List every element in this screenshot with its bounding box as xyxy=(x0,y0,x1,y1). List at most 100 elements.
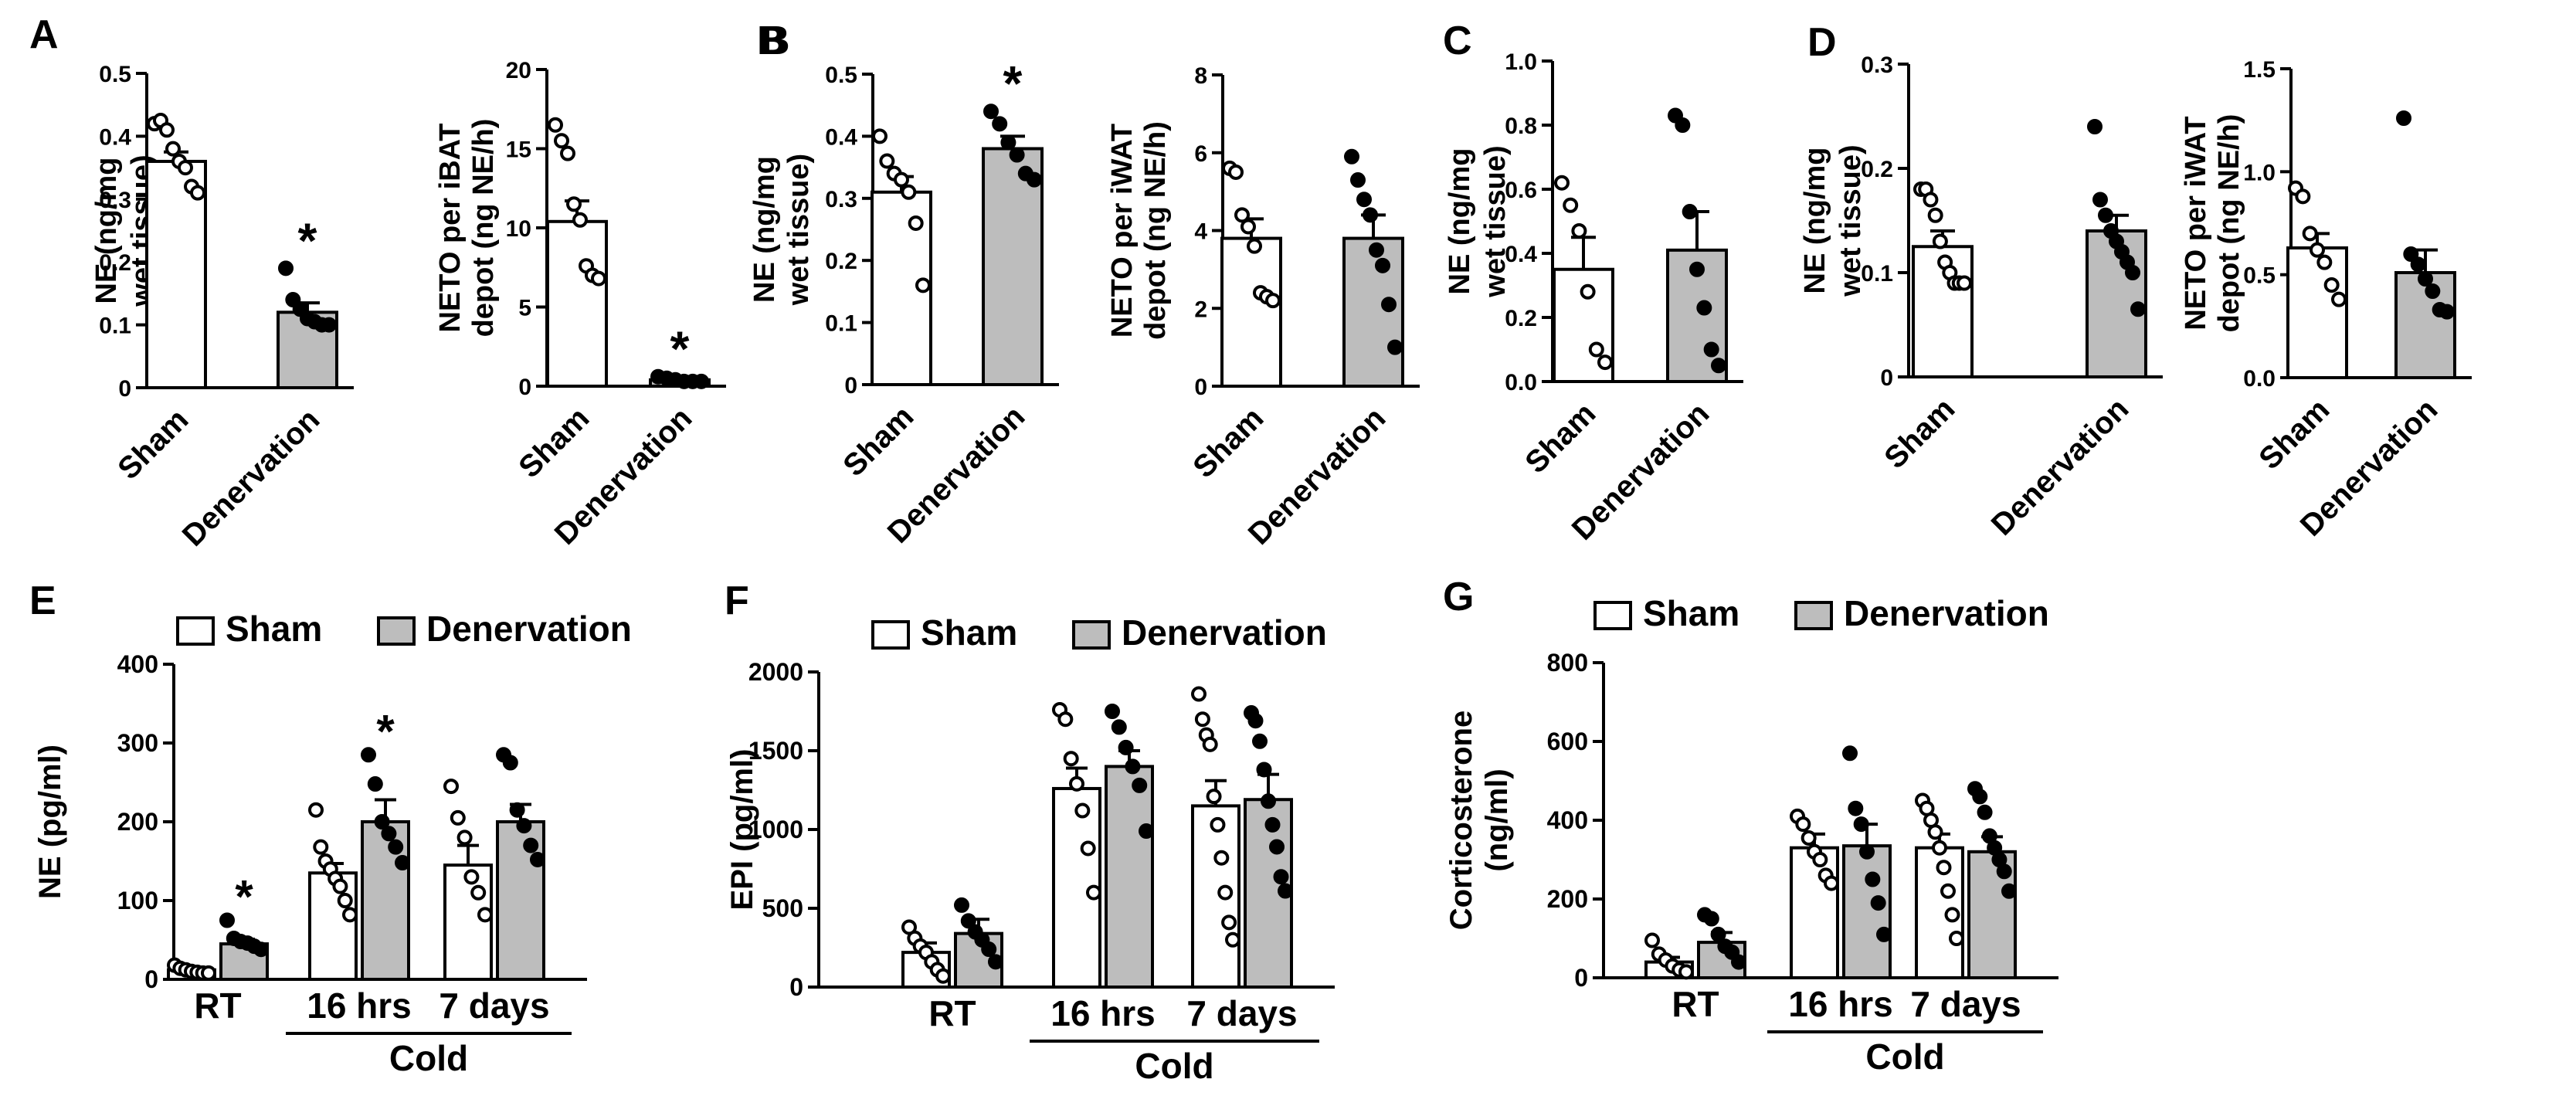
top6-bar-sham xyxy=(2286,246,2348,379)
top4-data-point xyxy=(1682,204,1698,220)
grp0-data-point xyxy=(388,839,404,855)
top6-y-tick-label: 1.5 xyxy=(2243,57,2276,83)
top1-data-point xyxy=(591,270,606,287)
top3-data-point xyxy=(1356,192,1372,208)
grp2-bar-sham xyxy=(1790,846,1839,979)
grp2-data-point xyxy=(1996,863,2012,880)
grp1-group-label: 7 days xyxy=(1186,993,1297,1033)
grp1-y-tick-label: 0 xyxy=(789,973,803,1001)
panel-letter-g: G xyxy=(1443,575,1474,619)
grp1-data-point xyxy=(1125,758,1141,775)
top1-y-tick-label: 20 xyxy=(506,58,531,83)
grp0-data-point xyxy=(219,912,235,928)
top1-data-point xyxy=(560,145,575,161)
grp1-data-point xyxy=(1118,739,1134,755)
grp0-legend-label: Denervation xyxy=(426,609,632,649)
grp1-cold-label: Cold xyxy=(1135,1046,1213,1086)
top5-data-point xyxy=(1932,233,1948,249)
top4-data-point xyxy=(1689,261,1705,277)
grp2-data-point xyxy=(1944,907,1960,923)
grp0-group-label: 7 days xyxy=(439,986,549,1026)
grp0-data-point xyxy=(443,779,459,795)
grp2-data-point xyxy=(1853,816,1869,833)
top4-data-point xyxy=(1696,300,1712,316)
top5-data-point xyxy=(2092,192,2108,208)
grp1-y-label: EPI (pg/ml) xyxy=(725,749,759,911)
top3-y-tick-label: 4 xyxy=(1194,219,1207,245)
grp0-data-point xyxy=(253,941,269,958)
grp0-data-point xyxy=(502,755,518,771)
top4-data-point xyxy=(1563,197,1579,213)
top6-data-point xyxy=(2418,271,2433,287)
top1-y-tick-label: 5 xyxy=(518,296,531,321)
grp1-data-point xyxy=(1206,789,1222,805)
top0-data-point xyxy=(165,141,181,157)
top2-y-label: NE (ng/mg xyxy=(748,156,781,303)
grp0-y-label: NE (pg/ml) xyxy=(33,745,67,899)
grp0-y-tick-label: 200 xyxy=(117,808,158,836)
top0-y-tick-label: 0.3 xyxy=(99,188,131,213)
top3-data-point xyxy=(1381,297,1397,313)
top3-data-point xyxy=(1375,257,1390,273)
top0-y-label: NE (ng/mg xyxy=(90,158,123,304)
top1-y-tick-label: 10 xyxy=(506,216,531,242)
grp2-data-point xyxy=(2001,883,2017,899)
top5-data-point xyxy=(2087,119,2103,134)
top2-data-point xyxy=(1027,171,1042,188)
grp0-data-point xyxy=(395,855,410,871)
grp1-data-point xyxy=(1213,850,1230,866)
grp1-data-point xyxy=(1252,733,1268,749)
grp1-data-point xyxy=(1069,775,1084,792)
grp0-data-point xyxy=(342,907,358,923)
top0-y-tick-label: 0.4 xyxy=(99,124,131,150)
top5-data-point xyxy=(1923,192,1939,208)
top4-y-tick-label: 0.2 xyxy=(1505,306,1537,331)
grp2-y-label: Corticosterone xyxy=(1444,711,1478,931)
grp2-data-point xyxy=(1870,895,1886,911)
top2-y-tick-label: 0.3 xyxy=(825,187,857,212)
top0-category-label: Denervation xyxy=(176,402,327,553)
top3-data-point xyxy=(1363,207,1378,223)
grp2-legend-swatch-denervation xyxy=(1794,601,1833,630)
top4-data-point xyxy=(1703,341,1719,358)
top2-y-tick-label: 0.5 xyxy=(825,63,857,88)
grp0-cold-label: Cold xyxy=(389,1038,468,1078)
grp1-legend-swatch-denervation xyxy=(1072,620,1111,650)
grp1-data-point xyxy=(1194,711,1210,728)
grp0-data-point xyxy=(509,802,525,818)
grp0-data-point xyxy=(367,776,383,792)
grp1-legend-swatch-sham xyxy=(871,620,910,650)
grp2-data-point xyxy=(1876,926,1892,942)
grp2-data-point xyxy=(1824,875,1839,891)
grp1-data-point xyxy=(954,897,969,913)
top5-category-label: Sham xyxy=(1878,392,1961,475)
grp2-group-label: 7 days xyxy=(1910,984,2021,1024)
grp1-legend-label: Sham xyxy=(921,612,1017,653)
top3-data-point xyxy=(1247,238,1262,254)
grp2-data-point xyxy=(1932,840,1947,856)
grp0-data-point xyxy=(381,826,397,842)
grp0-data-point xyxy=(530,851,545,867)
top3-bar-denervation xyxy=(1342,236,1404,388)
grp1-legend-label: Denervation xyxy=(1122,612,1327,653)
top1-data-point xyxy=(548,117,563,133)
panel-letter-f: F xyxy=(725,578,749,623)
grp2-group-label: 16 hrs xyxy=(1788,984,1893,1024)
top2-data-point xyxy=(992,116,1008,132)
top3-y-tick-label: 0 xyxy=(1194,375,1207,400)
top6-data-point xyxy=(2295,188,2311,205)
grp0-significance-star: * xyxy=(376,705,395,757)
grp0-data-point xyxy=(516,818,532,834)
top4-data-point xyxy=(1675,117,1691,133)
top5-data-point xyxy=(2130,301,2146,317)
grp2-data-point xyxy=(1848,800,1864,816)
grp1-data-point xyxy=(1074,802,1091,819)
top6-data-point xyxy=(2323,277,2340,293)
grp0-significance-star: * xyxy=(235,871,253,923)
top2-category-label: Sham xyxy=(837,399,920,483)
grp0-legend-swatch-denervation xyxy=(377,616,416,646)
top1-category-label: Sham xyxy=(512,401,596,484)
top4-y-label: wet tissue) xyxy=(1479,145,1512,297)
top2-data-point xyxy=(879,153,895,169)
top3-y-tick-label: 2 xyxy=(1194,297,1207,322)
